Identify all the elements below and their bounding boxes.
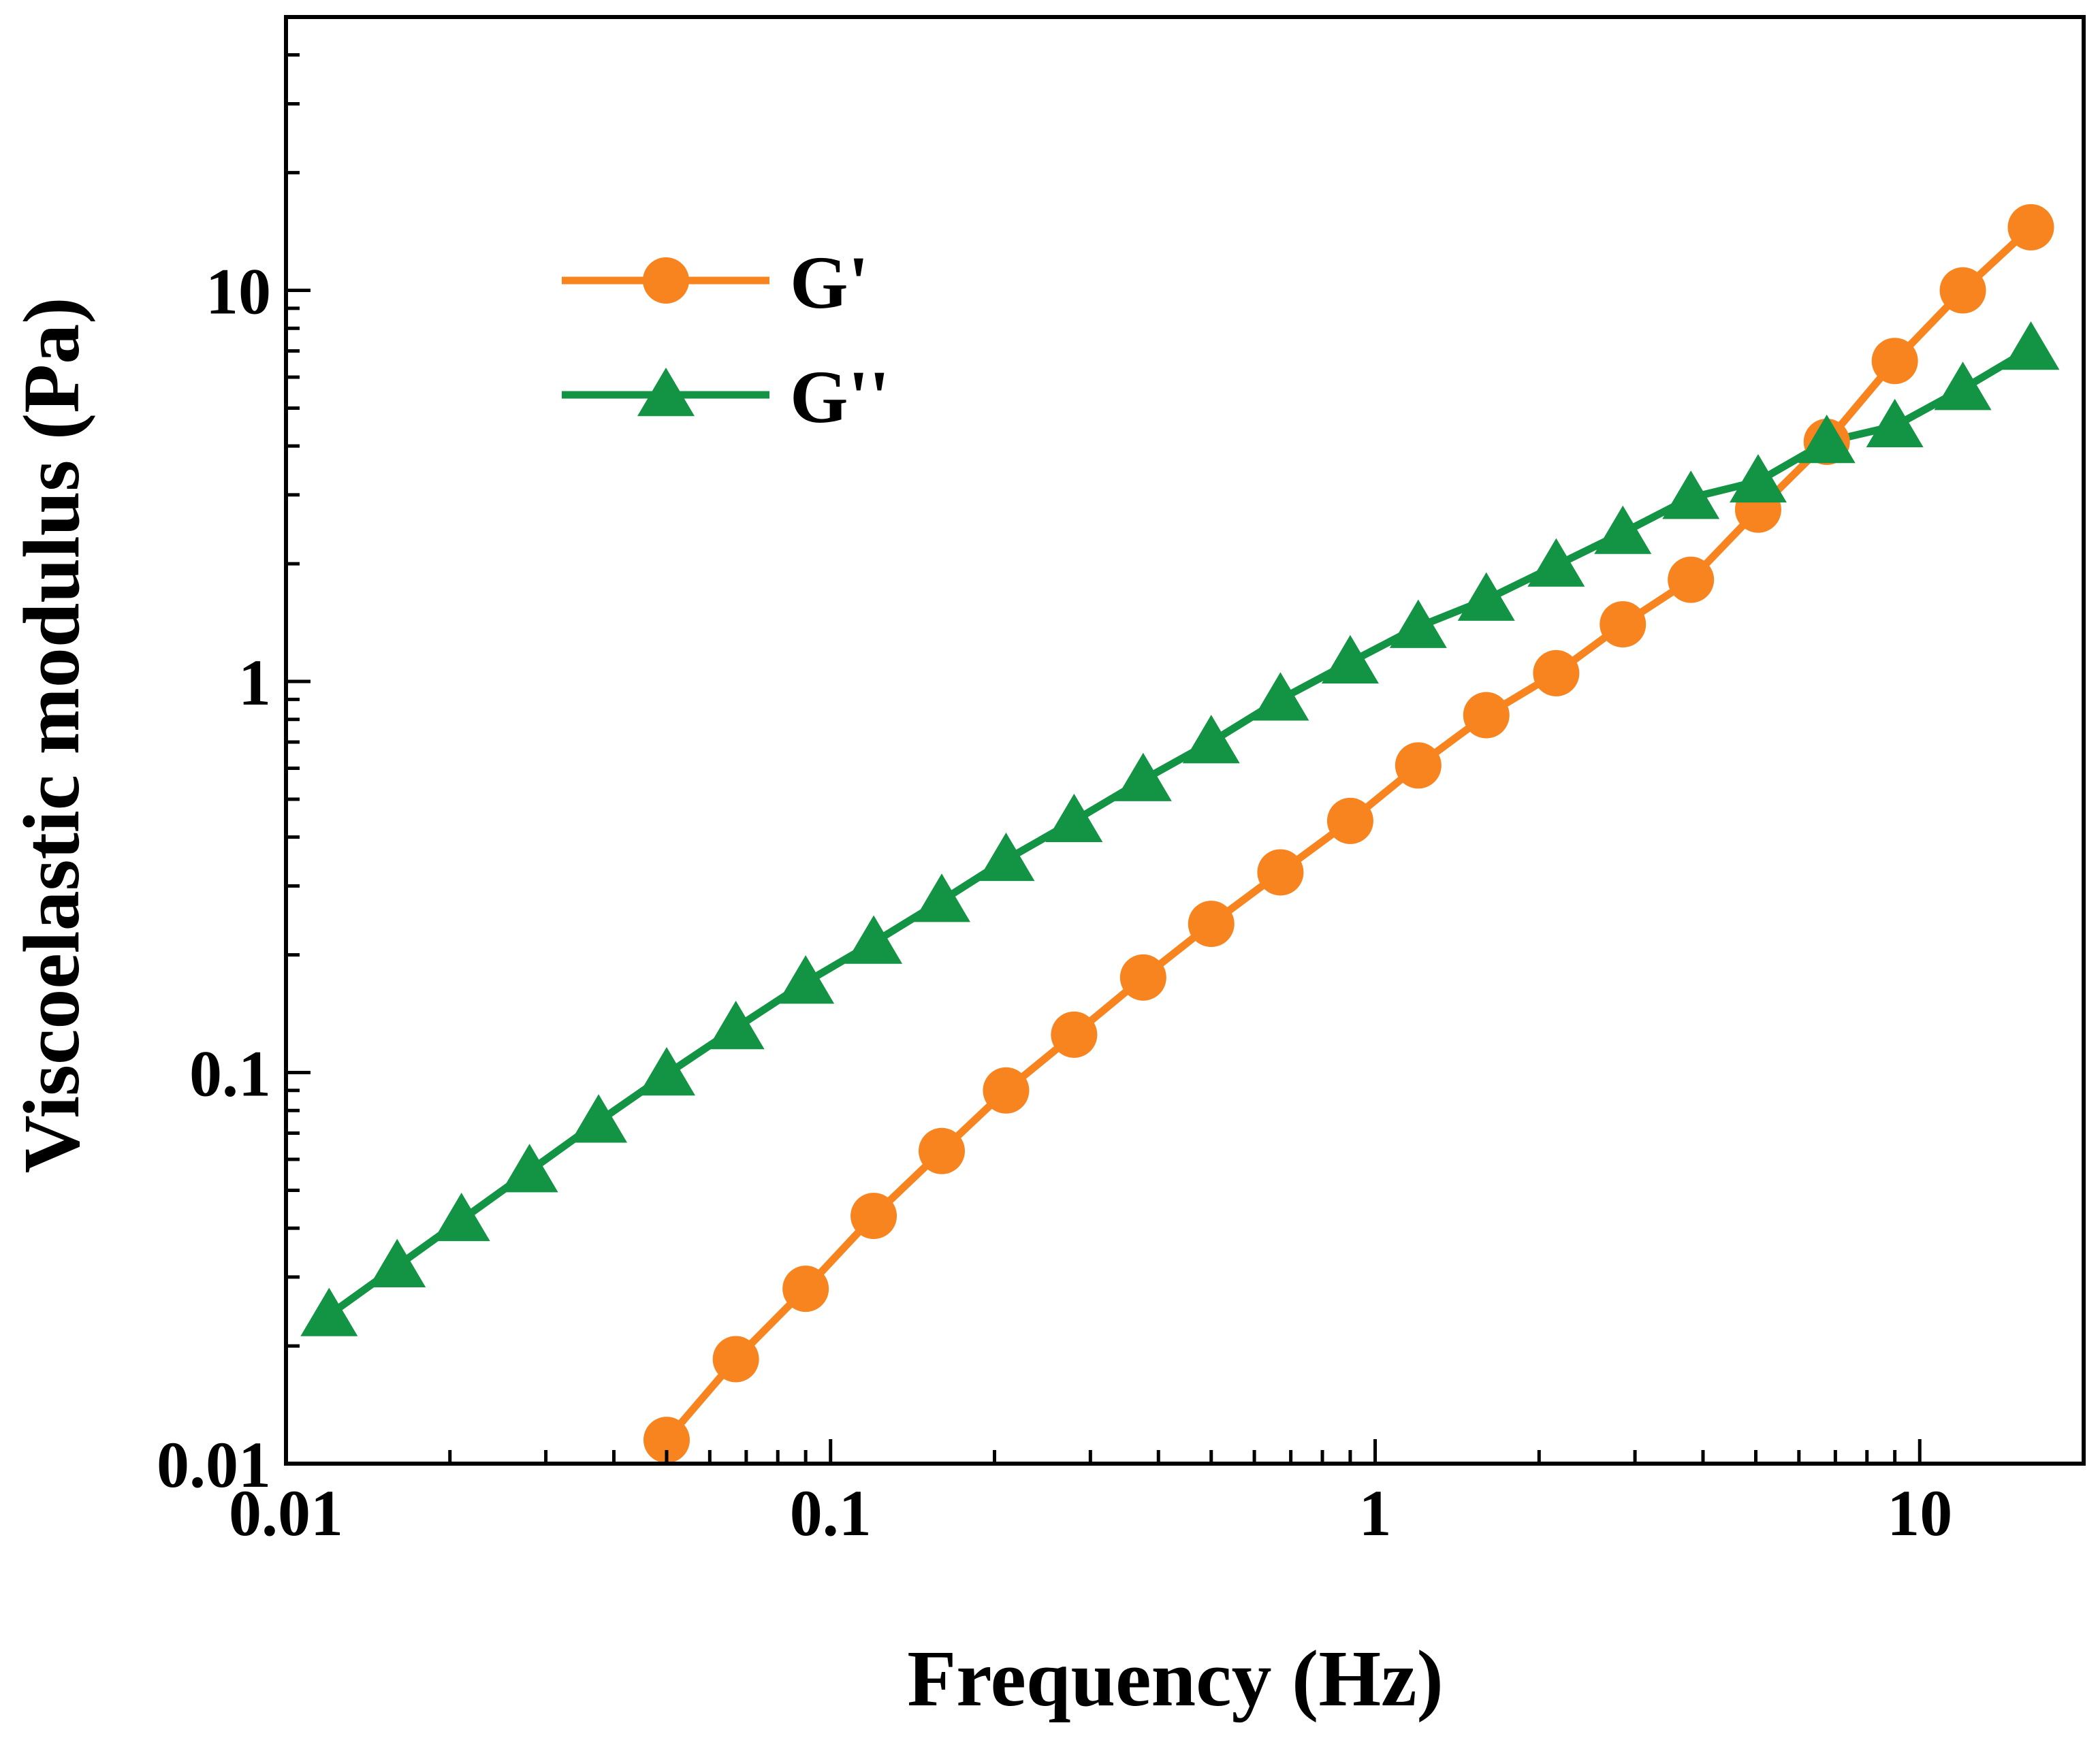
- data-point-g-double-prime: [500, 1144, 558, 1193]
- data-point-g-prime: [1463, 692, 1510, 739]
- y-axis-title: Viscoelastic modulus (Pa): [7, 297, 96, 1174]
- data-point-g-double-prime: [1662, 470, 1720, 519]
- series-lines: [327, 224, 2034, 1443]
- x-tick-label: 0.1: [790, 1477, 872, 1549]
- y-tick-label: 0.01: [157, 1428, 271, 1501]
- data-point-g-double-prime: [2002, 321, 2060, 370]
- data-point-g-double-prime: [845, 915, 903, 964]
- data-point-g-double-prime: [1389, 599, 1447, 648]
- y-tick-label: 0.1: [189, 1037, 271, 1110]
- data-point-g-double-prime: [1866, 398, 1924, 447]
- data-point-g-prime: [1051, 1011, 1098, 1058]
- data-point-g-prime: [643, 1417, 690, 1464]
- data-point-g-double-prime: [1934, 361, 1992, 411]
- data-point-g-prime: [850, 1193, 897, 1240]
- legend-marker-g-prime: [643, 257, 689, 304]
- y-tick-label: 1: [238, 646, 271, 719]
- data-point-g-prime: [1533, 649, 1580, 696]
- data-point-g-double-prime: [300, 1287, 358, 1336]
- axis-ticks: [284, 15, 2086, 1466]
- data-point-g-prime: [1939, 267, 1986, 314]
- data-point-g-prime: [1600, 601, 1646, 648]
- data-point-g-double-prime: [570, 1094, 628, 1143]
- data-point-g-double-prime: [1321, 634, 1379, 683]
- plot-frame: [284, 15, 2086, 1466]
- data-point-g-double-prime: [1527, 538, 1585, 587]
- data-point-g-double-prime: [432, 1192, 490, 1242]
- data-point-g-prime: [1668, 556, 1715, 603]
- data-point-g-prime: [712, 1336, 759, 1383]
- x-tick-label: 1: [1359, 1477, 1392, 1549]
- data-point-g-prime: [1871, 338, 1918, 385]
- data-point-g-prime: [983, 1067, 1030, 1114]
- data-point-g-double-prime: [1798, 414, 1856, 464]
- data-point-g-double-prime: [1114, 752, 1172, 801]
- legend: G' G'': [562, 241, 890, 438]
- data-point-g-prime: [2007, 204, 2054, 251]
- data-point-g-prime: [1119, 954, 1166, 1001]
- data-point-g-double-prime: [638, 1047, 696, 1096]
- data-point-g-double-prime: [1457, 572, 1515, 621]
- x-tick-label: 10: [1887, 1477, 1952, 1549]
- data-point-g-double-prime: [1594, 505, 1652, 554]
- y-tick-label: 10: [206, 255, 271, 328]
- legend-label-g-prime: G': [790, 241, 869, 324]
- tick-labels: 0.01 0.1 1 10 0.01 0.1 1 10: [157, 255, 1952, 1549]
- series-markers: [300, 204, 2060, 1464]
- data-point-g-prime: [1257, 849, 1304, 896]
- data-point-g-double-prime: [1182, 715, 1240, 764]
- data-point-g-double-prime: [977, 832, 1035, 882]
- data-point-g-double-prime: [912, 873, 970, 922]
- data-point-g-double-prime: [1045, 793, 1103, 843]
- data-point-g-double-prime: [707, 1001, 765, 1050]
- data-point-g-double-prime: [368, 1238, 426, 1287]
- data-point-g-prime: [918, 1127, 965, 1174]
- data-point-g-prime: [1188, 901, 1235, 948]
- data-point-g-double-prime: [1729, 453, 1787, 503]
- data-point-g-double-prime: [1252, 672, 1309, 721]
- x-tick-label: 0.01: [229, 1477, 343, 1549]
- data-point-g-double-prime: [777, 955, 835, 1004]
- data-point-g-prime: [1326, 797, 1373, 844]
- x-axis-title: Frequency (Hz): [907, 1634, 1444, 1723]
- legend-label-g-double-prime: G'': [790, 355, 890, 438]
- legend-marker-g-double-prime: [637, 368, 695, 417]
- data-point-g-prime: [782, 1266, 829, 1313]
- data-point-g-prime: [1395, 742, 1442, 789]
